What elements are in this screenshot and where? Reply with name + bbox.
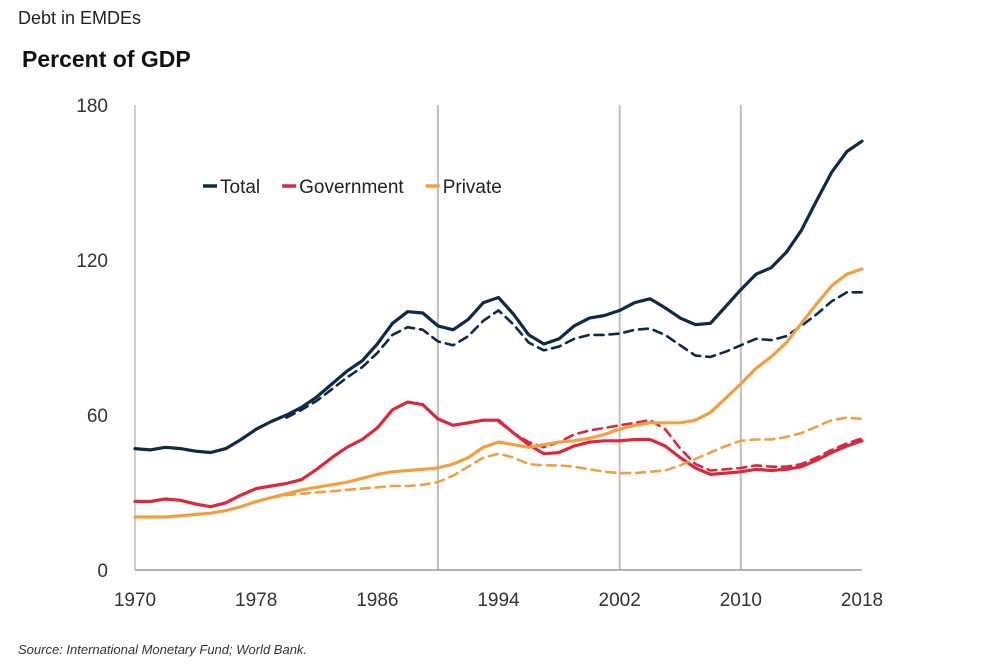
y-tick-label: 60 [87, 406, 108, 427]
x-tick-label: 1970 [114, 590, 156, 611]
chart-supertitle: Debt in EMDEs [18, 8, 142, 28]
series-line-reference-dashed [285, 291, 864, 419]
x-tick-label: 1994 [477, 590, 520, 611]
series-line-reference-dashed [270, 416, 864, 499]
series-line-total [133, 139, 864, 455]
series-line-government [133, 400, 864, 509]
y-tick-label: 120 [76, 251, 108, 272]
legend-label-total: Total [220, 177, 260, 198]
y-tick-label: 0 [97, 561, 108, 582]
source-note: Source: International Monetary Fund; Wor… [18, 642, 308, 657]
x-tick-label: 1978 [235, 590, 277, 611]
x-tick-label: 2002 [599, 590, 641, 611]
x-tick-label: 1986 [356, 590, 398, 611]
legend-label-private: Private [443, 177, 502, 198]
y-tick-label: 180 [76, 96, 108, 117]
line-chart: 0 60 120 180 1970 1978 1986 1994 2002 2010 2018 Tot… [76, 96, 883, 611]
chart-title: Percent of GDP [22, 46, 191, 72]
x-tick-label: 2018 [841, 590, 883, 611]
legend-label-government: Government [299, 177, 404, 198]
x-tick-label: 2010 [720, 590, 762, 611]
series-line-private [133, 267, 864, 519]
